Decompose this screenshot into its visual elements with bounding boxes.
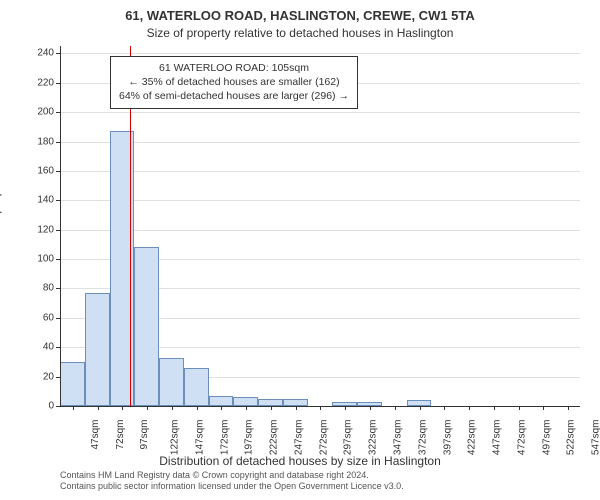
y-tick-label: 240 — [14, 48, 54, 59]
y-axis-label: Number of detached properties — [2, 78, 16, 243]
x-tick-label: 297sqm — [343, 420, 354, 456]
chart-title-line2: Size of property relative to detached ho… — [0, 26, 600, 40]
x-tick-label: 322sqm — [368, 420, 379, 456]
chart-container: 61, WATERLOO ROAD, HASLINGTON, CREWE, CW… — [0, 0, 600, 500]
histogram-bar — [60, 362, 85, 406]
y-tick-label: 0 — [14, 401, 54, 412]
gridline — [60, 200, 580, 201]
x-tick-label: 472sqm — [516, 420, 527, 456]
info-box-line3: 64% of semi-detached houses are larger (… — [119, 89, 349, 103]
y-tick-label: 140 — [14, 195, 54, 206]
y-axis-line — [60, 46, 61, 406]
gridline — [60, 112, 580, 113]
x-tick-label: 172sqm — [219, 420, 230, 456]
x-tick-label: 372sqm — [417, 420, 428, 456]
histogram-bar — [233, 397, 258, 406]
plot-area: 02040608010012014016018020022024047sqm72… — [60, 46, 580, 406]
y-tick-label: 20 — [14, 371, 54, 382]
info-box-line1: 61 WATERLOO ROAD: 105sqm — [119, 61, 349, 75]
histogram-bar — [184, 368, 209, 406]
x-tick-label: 147sqm — [195, 420, 206, 456]
histogram-bar — [159, 358, 184, 406]
y-tick-label: 200 — [14, 107, 54, 118]
x-tick-label: 422sqm — [467, 420, 478, 456]
x-tick-label: 72sqm — [115, 420, 126, 450]
x-tick-label: 222sqm — [269, 420, 280, 456]
x-tick-label: 547sqm — [591, 420, 600, 456]
histogram-bar — [258, 399, 283, 406]
y-tick-label: 80 — [14, 283, 54, 294]
attribution-line1: Contains HM Land Registry data © Crown c… — [60, 470, 404, 481]
y-tick-label: 60 — [14, 312, 54, 323]
info-box: 61 WATERLOO ROAD: 105sqm← 35% of detache… — [110, 56, 358, 109]
gridline — [60, 230, 580, 231]
histogram-bar — [85, 293, 110, 406]
histogram-bar — [209, 396, 234, 406]
gridline — [60, 53, 580, 54]
x-axis-line — [60, 406, 580, 407]
y-tick-label: 40 — [14, 342, 54, 353]
attribution-line2: Contains public sector information licen… — [60, 481, 404, 492]
y-tick-label: 120 — [14, 224, 54, 235]
y-tick-label: 220 — [14, 77, 54, 88]
x-tick-label: 47sqm — [90, 420, 101, 450]
y-tick-label: 180 — [14, 136, 54, 147]
histogram-bar — [134, 247, 159, 406]
x-tick-label: 522sqm — [566, 420, 577, 456]
attribution: Contains HM Land Registry data © Crown c… — [60, 470, 404, 492]
gridline — [60, 171, 580, 172]
y-tick-label: 160 — [14, 165, 54, 176]
x-tick-label: 97sqm — [139, 420, 150, 450]
histogram-bar — [283, 399, 308, 406]
x-tick-label: 347sqm — [393, 420, 404, 456]
info-box-line2: ← 35% of detached houses are smaller (16… — [119, 75, 349, 89]
x-tick-label: 397sqm — [442, 420, 453, 456]
x-tick-label: 272sqm — [318, 420, 329, 456]
y-tick-label: 100 — [14, 254, 54, 265]
x-tick-label: 497sqm — [541, 420, 552, 456]
x-axis-label: Distribution of detached houses by size … — [0, 454, 600, 468]
x-tick-label: 197sqm — [244, 420, 255, 456]
x-tick-label: 447sqm — [492, 420, 503, 456]
chart-title-line1: 61, WATERLOO ROAD, HASLINGTON, CREWE, CW… — [0, 8, 600, 23]
x-tick-label: 247sqm — [294, 420, 305, 456]
gridline — [60, 142, 580, 143]
x-tick-label: 122sqm — [170, 420, 181, 456]
